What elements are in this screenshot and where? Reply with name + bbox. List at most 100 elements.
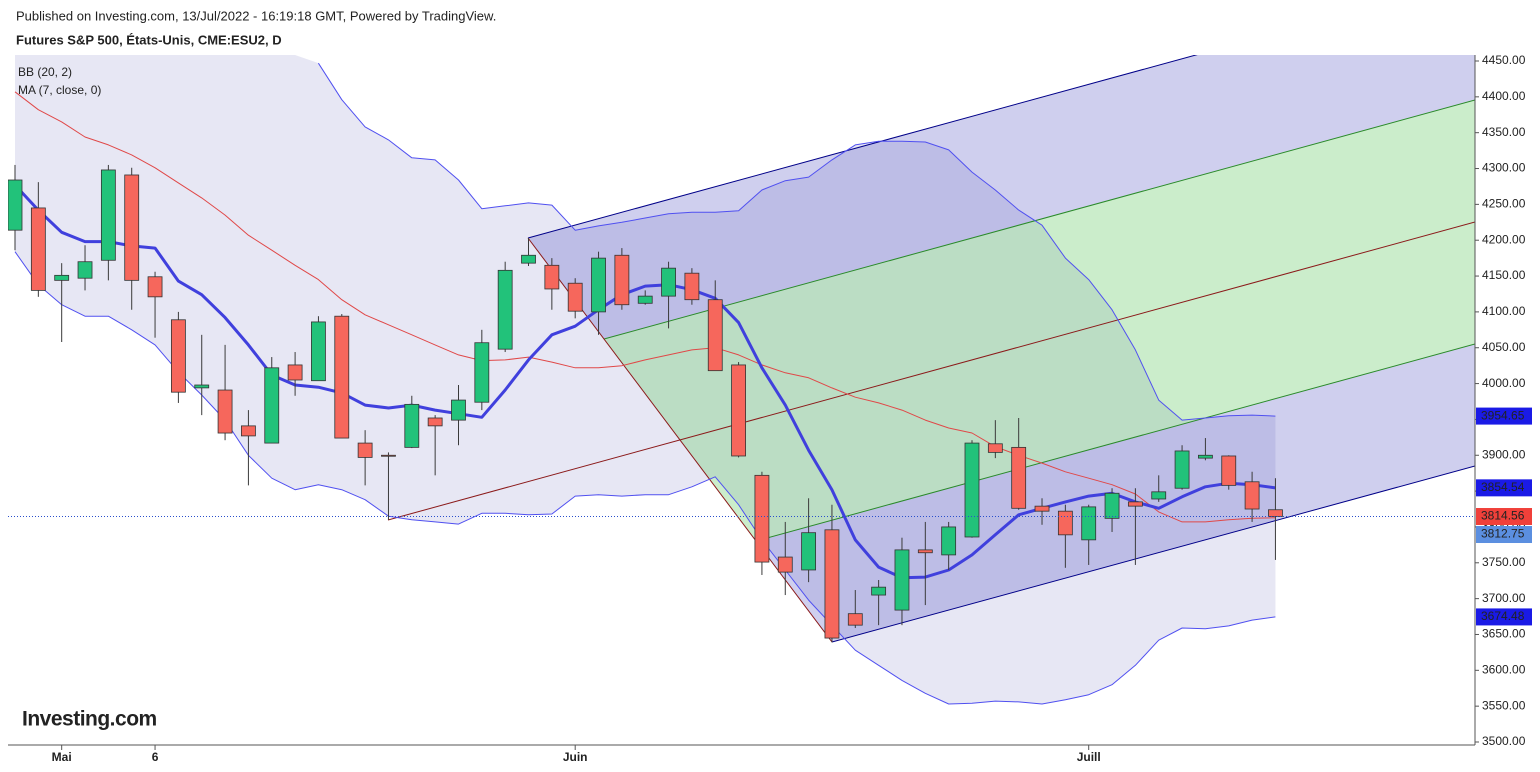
candle-body [661,267,676,297]
candle-body [1104,492,1120,519]
candle-body [54,274,70,281]
price-label-bg [1476,479,1532,497]
candle-body [614,254,630,306]
price-label-bg [1476,608,1532,626]
logo: Investing.com [22,708,157,731]
candle-body [544,264,560,290]
pitchfork-lower-tine [831,465,1475,643]
candle-body [567,282,583,312]
candle-body [1034,505,1050,512]
candle-body [801,532,817,571]
pitchfork-inner-line [755,343,1475,542]
candle-body [287,364,303,381]
y-tick-label: 3500.00 [1482,734,1526,748]
y-tick-label: 4450.00 [1482,53,1526,67]
candle-body [474,342,490,403]
candle-body [941,526,957,556]
candle-body [1174,450,1190,489]
candle-body [451,399,466,421]
bb-basis [14,91,1276,523]
candle-body [427,417,443,427]
price-label-bg [1476,508,1532,526]
y-tick-label: 4050.00 [1482,340,1526,354]
candle-body [847,613,863,626]
y-tick-label: 4400.00 [1482,89,1526,103]
bb-fill [15,55,1276,705]
candles [8,164,1283,643]
candle-body [521,254,536,264]
candle-body [497,269,513,350]
candle-body [824,529,840,639]
pitchfork-upper-tine [527,55,1198,239]
candle-body [894,549,910,611]
y-tick-label: 4100.00 [1482,304,1526,318]
candle-body [707,299,723,372]
y-tick-label: 4200.00 [1482,232,1526,246]
price-label: 3854.54 [1481,480,1525,494]
candle-body [77,261,93,279]
x-tick-label: 6 [152,750,159,764]
candle-body [381,454,396,457]
price-label: 3812.75 [1481,527,1525,541]
price-label: 3954.65 [1481,408,1525,422]
y-tick-label: 3750.00 [1482,555,1526,569]
candle-body [30,207,46,291]
candle-body [311,321,326,382]
y-tick-label: 4250.00 [1482,197,1526,211]
candle-body [754,474,770,563]
y-tick-label: 3700.00 [1482,591,1526,605]
candle-body [1198,454,1213,459]
candle-body [357,442,373,458]
y-tick-label: 3550.00 [1482,698,1526,712]
y-tick-label: 4150.00 [1482,268,1526,282]
price-label-bg [1476,526,1532,544]
candle-body [100,169,116,261]
axes: 4450.00 4400.00 4350.00 4300.00 4250.00 4200.… [8,53,1532,764]
candle-body [777,556,793,573]
candle-body [334,315,350,439]
y-tick-label: 4350.00 [1482,125,1526,139]
candle-body [591,257,606,313]
candle-body [1151,491,1167,500]
candle-body [1011,446,1027,509]
candle-body [871,586,887,596]
candle-body [147,276,163,298]
candle-body [684,272,700,301]
x-tick-label: Mai [52,750,72,764]
candle-body [637,295,653,304]
candle-body [1268,509,1283,517]
y-tick-label: 4300.00 [1482,161,1526,175]
pitchfork-median [387,221,1475,521]
candle-body [1127,501,1143,507]
price-label: 3814.56 [1481,509,1525,523]
ma-line [13,183,1276,580]
y-tick-label: 3900.00 [1482,447,1526,461]
pitchfork-inner-line [603,99,1475,340]
candle-body [1244,481,1260,510]
legend-ma: MA (7, close, 0) [18,83,101,97]
candle-body [964,442,980,538]
candle-body [987,443,1003,453]
price-label-bg [1476,407,1532,425]
pitchfork-upper-zone [528,55,1475,339]
y-tick-label: 4000.00 [1482,376,1526,390]
candle-body [170,319,186,393]
candle-body [217,389,233,434]
x-tick-label: Juin [563,750,588,764]
pitchfork-inner-zone [604,100,1475,541]
candle-body [1081,506,1097,541]
candle-body [8,179,23,231]
x-tick-label: Juill [1077,750,1101,764]
candle-body [1057,510,1073,536]
candle-body [404,403,420,448]
candle-body [264,367,280,444]
candle-body [241,425,256,437]
symbol-title: Futures S&P 500, États-Unis, CME:ESU2, D [16,32,282,47]
y-tick-label: 3650.00 [1482,627,1526,641]
plot-area [8,55,1475,705]
candle-body [1221,455,1237,486]
bb-fill-layer [15,55,1276,705]
legend-bb: BB (20, 2) [18,65,72,79]
candle-body [917,549,933,554]
